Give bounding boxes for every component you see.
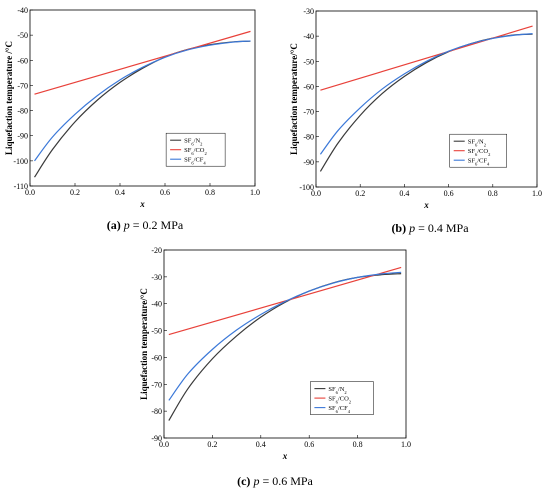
y-tick-label: -60 [303, 82, 314, 91]
legend-entry: SF6/N2 [328, 386, 347, 395]
x-tick-label: 0.2 [355, 189, 365, 198]
series-line-sf6-co2 [34, 30, 251, 95]
x-tick-label: 0.2 [207, 440, 217, 449]
y-tick-label: -40 [151, 300, 162, 309]
y-tick-label: -40 [17, 6, 28, 15]
y-tick-label: -50 [17, 31, 28, 40]
y-tick-label: -80 [17, 107, 28, 116]
series-line-sf6-cf4 [319, 33, 533, 155]
series-line-sf6-cf4 [168, 271, 402, 401]
y-tick-label: -30 [151, 273, 162, 282]
y-tick-label: -70 [303, 108, 314, 117]
y-axis-label: Liquefaction temperature/°C [139, 288, 149, 400]
legend-entry: SF6/CF4 [328, 405, 350, 414]
y-tick-label: -50 [151, 327, 162, 336]
x-tick-label: 0.6 [160, 188, 170, 197]
x-tick-label: 1.0 [401, 440, 411, 449]
chart-panel-a: 0.0 0.2 0.4 0.6 0.8 1.0 -110 -100 -90 -80 -70 -60 -5… [4, 6, 260, 232]
y-tick-label: -60 [17, 56, 28, 65]
y-tick-label: -70 [151, 380, 162, 389]
y-tick-label: -20 [151, 246, 162, 255]
x-tick-label: 0.8 [353, 440, 363, 449]
chart-panel-c: 0.0 0.2 0.4 0.6 0.8 1.0 -90 -80 -70 -60 -50 -40 -30 -… [139, 246, 411, 488]
x-tick-label: 0.6 [304, 440, 314, 449]
panel-caption: (c) p = 0.6 MPa [237, 474, 313, 488]
y-tick-label: -110 [14, 182, 28, 191]
y-tick-label: -50 [303, 57, 314, 66]
x-tick-label: 0.4 [399, 189, 409, 198]
x-axis-label: x [139, 199, 145, 209]
y-tick-label: -100 [13, 157, 28, 166]
series-line-sf6-co2 [320, 25, 533, 91]
x-tick-label: 0.0 [25, 188, 35, 197]
plot-frame [315, 10, 538, 188]
x-tick-label: 0.6 [444, 189, 454, 198]
x-tick-label: 0.0 [159, 440, 169, 449]
y-tick-label: -40 [303, 32, 314, 41]
x-tick-label: 1.0 [532, 189, 542, 198]
y-tick-label: -80 [303, 133, 314, 142]
legend-entry: SF6/CO2 [468, 148, 491, 157]
plot-frame [29, 9, 256, 187]
x-tick-label: 0.4 [256, 440, 266, 449]
plot-frame [163, 249, 407, 439]
x-tick-label: 0.2 [70, 188, 80, 197]
y-axis-label: Liquefaction temperature /°C [4, 41, 14, 155]
y-tick-label: -90 [17, 132, 28, 141]
y-tick-label: -100 [299, 183, 314, 192]
legend-entry: SF6/N2 [184, 138, 203, 147]
y-tick-label: -60 [151, 353, 162, 362]
x-tick-label: 0.8 [205, 188, 215, 197]
y-tick-label: -90 [303, 158, 314, 167]
y-tick-label: -30 [303, 7, 314, 16]
series-line-sf6-cf4 [34, 40, 251, 162]
x-axis-label: x [282, 451, 288, 461]
y-tick-label: -80 [151, 407, 162, 416]
x-tick-label: 1.0 [250, 188, 260, 197]
chart-panel-b: 0.0 0.2 0.4 0.6 0.8 1.0 -100 -90 -80 -70 -60 -50 -40… [289, 7, 542, 235]
legend-entry: SF6/CF4 [184, 157, 206, 166]
x-tick-label: 0.4 [115, 188, 125, 197]
y-tick-label: -90 [151, 434, 162, 443]
x-axis-label: x [423, 200, 429, 210]
legend-entry: SF6/CF4 [468, 158, 490, 167]
x-tick-label: 0.0 [311, 189, 321, 198]
y-tick-label: -70 [17, 81, 28, 90]
legend-entry: SF6/N2 [468, 139, 487, 148]
x-tick-label: 0.8 [488, 189, 498, 198]
panel-caption: (a) p = 0.2 MPa [107, 218, 184, 232]
y-axis-label: Liquefaction temperature/°C [289, 43, 299, 155]
panel-caption: (b) p = 0.4 MPa [391, 221, 469, 235]
legend-entry: SF6/CO2 [328, 395, 351, 404]
legend-entry: SF6/CO2 [184, 147, 207, 156]
